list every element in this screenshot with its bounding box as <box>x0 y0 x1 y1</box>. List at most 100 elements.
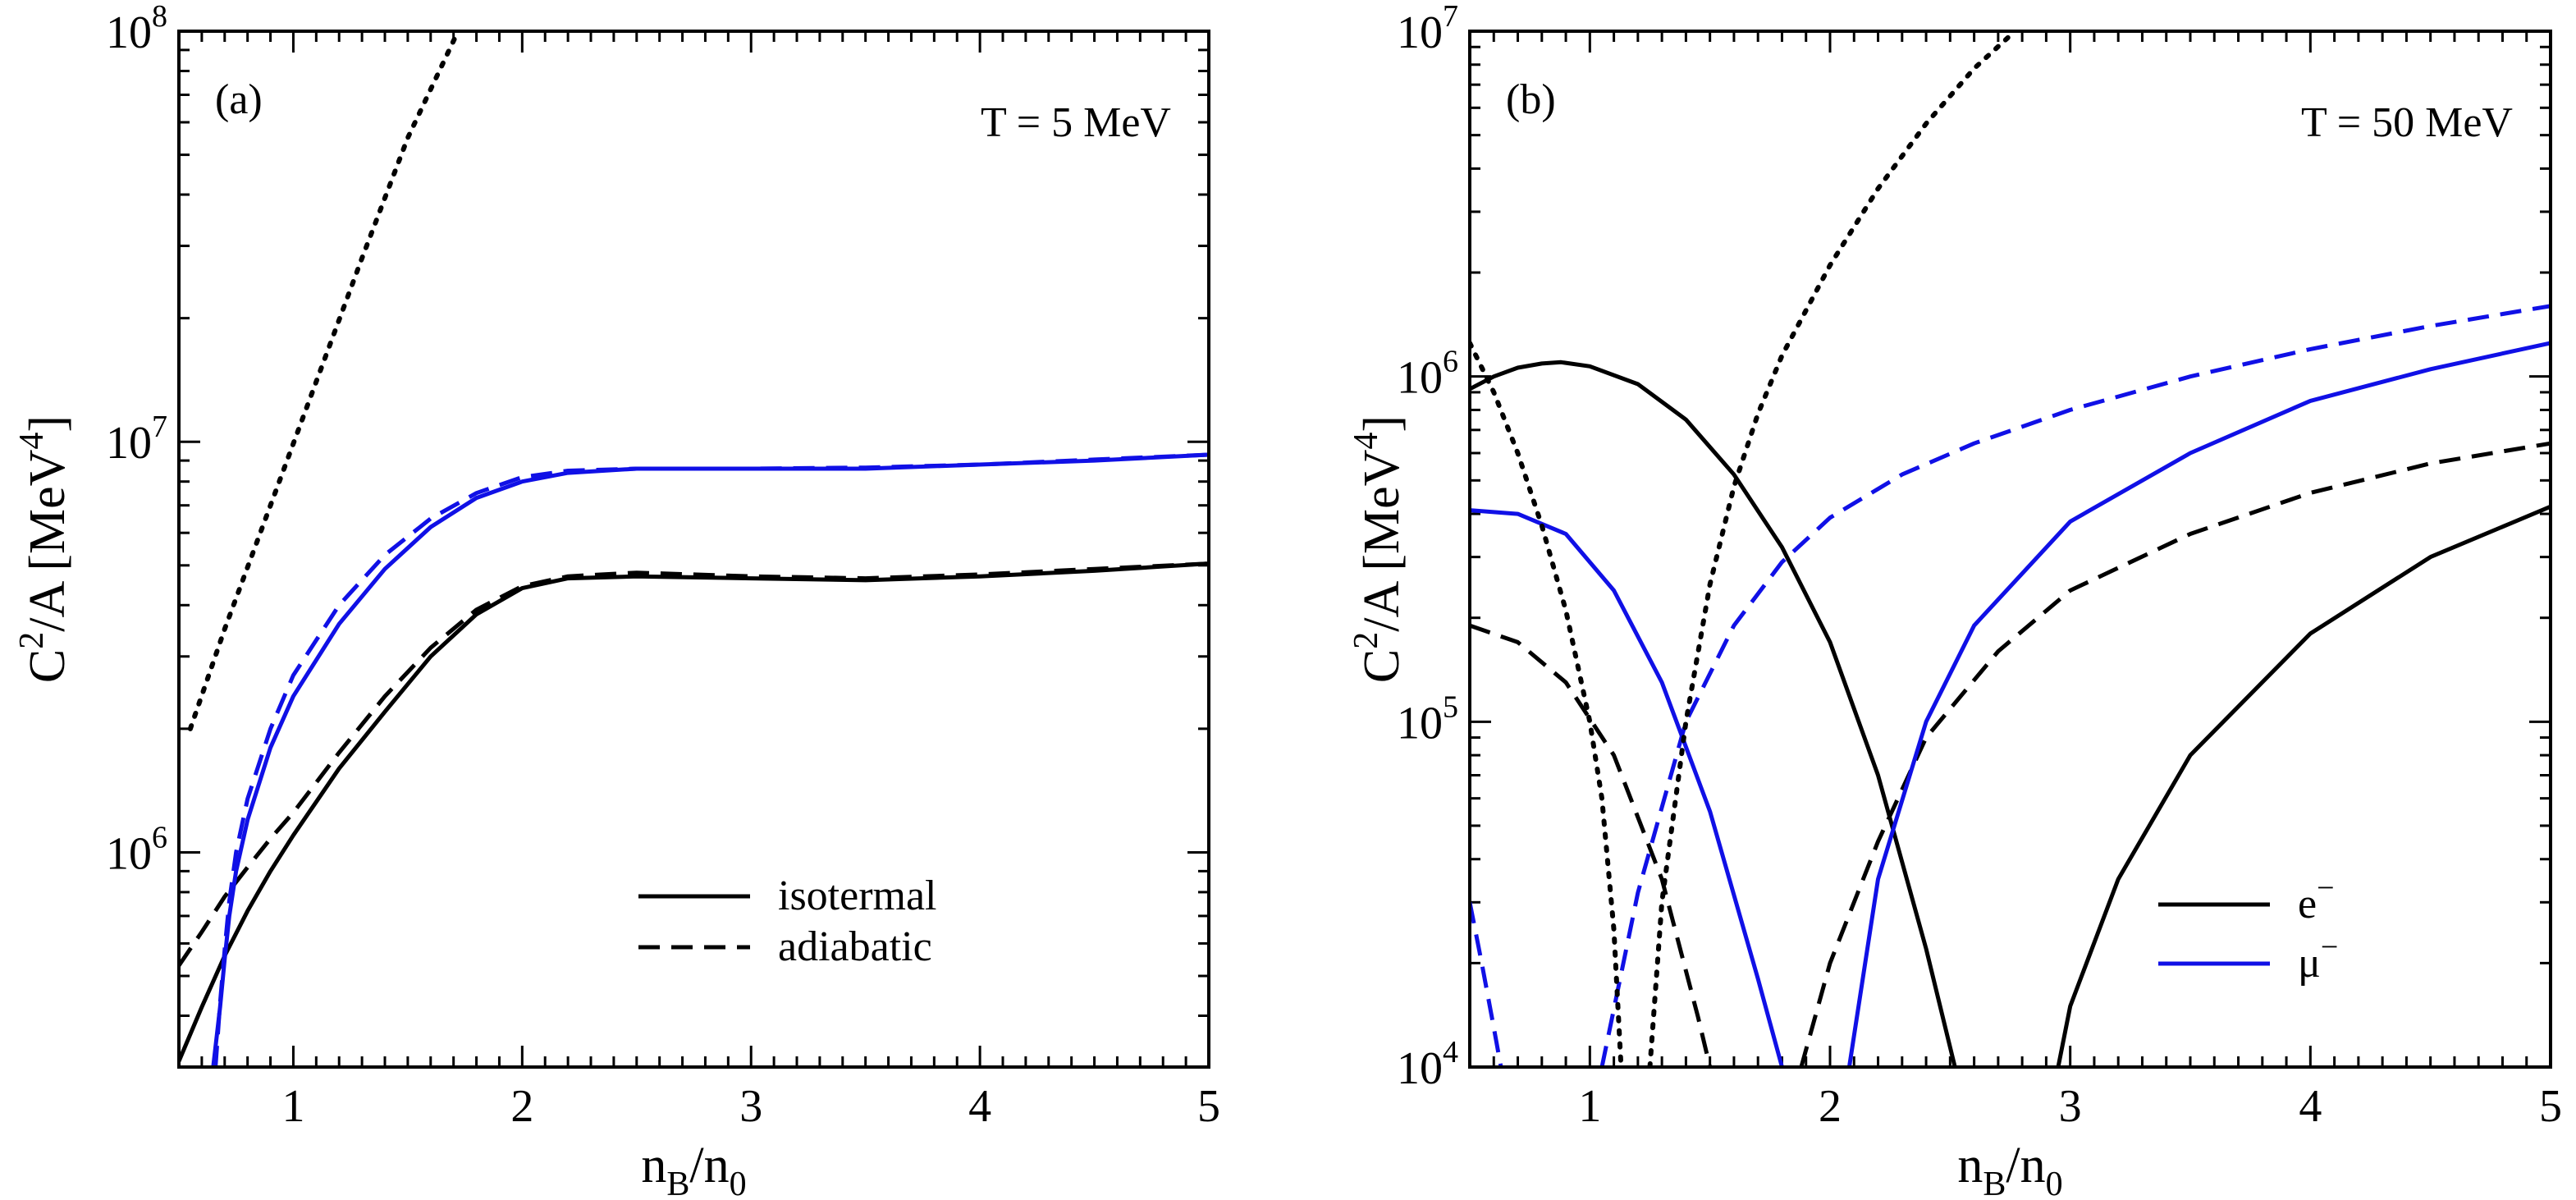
y-tick-base: 10 <box>106 828 152 879</box>
x-tick-label-text: 3 <box>2059 1081 2082 1132</box>
plot-frame <box>177 30 1210 1069</box>
y-tick-label: 106 <box>106 820 167 879</box>
panel-label: (a) <box>215 76 263 123</box>
y-tick-base: 10 <box>1397 1043 1443 1094</box>
x-tick-label: 1 <box>281 1081 304 1132</box>
x-tick-label-text: 2 <box>510 1081 533 1132</box>
x-title-sub-0: 0 <box>730 1166 747 1200</box>
y-tick-label: 105 <box>1397 689 1458 749</box>
series-line <box>1470 508 1784 1067</box>
ticks <box>177 30 1210 1069</box>
legend-label-text: isotermal <box>778 873 937 919</box>
series-line <box>211 452 1209 1067</box>
y-title-unit: /A [MeV <box>20 449 75 631</box>
series-line <box>1470 901 1503 1067</box>
y-tick-base: 10 <box>106 7 152 58</box>
y-title-sup-2: 2 <box>13 632 51 649</box>
series-line <box>179 561 1209 967</box>
series-line <box>1470 623 1713 1067</box>
y-tick-exponent: 7 <box>152 410 167 444</box>
legend-label-text: e <box>2298 881 2317 927</box>
x-title-sub-0: 0 <box>2046 1166 2063 1200</box>
y-tick-label: 107 <box>1397 0 1458 58</box>
x-title-slash-n: /n <box>689 1138 729 1193</box>
y-tick-exponent: 7 <box>1443 0 1458 34</box>
series-line <box>2056 504 2551 1067</box>
y-title-bracket: ] <box>20 415 75 433</box>
x-tick-label-text: 4 <box>2299 1081 2322 1132</box>
x-tick-label-text: 1 <box>281 1081 304 1132</box>
x-title-n: n <box>1957 1138 1983 1193</box>
x-tick-label-text: 1 <box>1578 1081 1601 1132</box>
y-title-bracket: ] <box>1354 415 1410 433</box>
y-tick-label: 106 <box>1397 345 1458 404</box>
x-tick-labels: 1 2 3 4 5 <box>281 1081 1220 1132</box>
y-axis-title: C2/A [MeV4] <box>1347 415 1410 683</box>
y-tick-base: 10 <box>106 418 152 469</box>
temperature-annotation-text: T = 50 MeV <box>2301 99 2513 146</box>
series-line <box>1470 360 1957 1067</box>
panel-label: (b) <box>1506 76 1556 123</box>
y-tick-base: 10 <box>1397 7 1443 58</box>
legend-label-text: μ <box>2298 940 2321 987</box>
x-tick-label: 2 <box>1819 1081 1842 1132</box>
x-tick-label-text: 4 <box>968 1081 991 1132</box>
x-tick-label: 1 <box>1578 1081 1601 1132</box>
x-tick-label-text: 2 <box>1819 1081 1842 1132</box>
panel-label-text: (a) <box>215 76 263 123</box>
y-tick-label: 108 <box>106 0 167 58</box>
panel-label-text: (b) <box>1506 76 1556 123</box>
x-tick-label-text: 5 <box>2539 1081 2562 1132</box>
series-line <box>187 31 461 731</box>
x-axis-title: nB/n0 <box>641 1138 746 1200</box>
legend-label: μ− <box>2298 930 2338 987</box>
y-tick-exponent: 8 <box>152 0 167 34</box>
legend-label-text: adiabatic <box>778 923 932 970</box>
x-title-sub-b: B <box>1983 1166 2006 1200</box>
temperature-annotation: T = 5 MeV <box>981 99 1171 146</box>
legend-label-sup: − <box>2317 871 2334 905</box>
y-tick-label: 104 <box>1397 1035 1458 1094</box>
series-line <box>213 452 1209 1067</box>
y-tick-exponent: 6 <box>152 820 167 854</box>
ticks <box>1468 30 2552 1069</box>
y-tick-exponent: 5 <box>1443 689 1458 724</box>
legend-label: e− <box>2298 871 2335 927</box>
plot-frame <box>1468 30 2552 1069</box>
x-tick-label: 5 <box>1197 1081 1220 1132</box>
series-line <box>1799 441 2551 1067</box>
series-line <box>1470 340 1624 1067</box>
y-tick-base: 10 <box>1397 353 1443 404</box>
x-tick-label: 4 <box>968 1081 991 1132</box>
x-axis-title: nB/n0 <box>1957 1138 2062 1200</box>
x-tick-labels: 1 2 3 4 5 <box>1578 1081 2562 1132</box>
x-tick-label: 2 <box>510 1081 533 1132</box>
x-tick-label-text: 3 <box>739 1081 762 1132</box>
x-tick-label-text: 5 <box>1197 1081 1220 1132</box>
y-tick-label: 107 <box>106 410 167 469</box>
y-tick-exponent: 4 <box>1443 1035 1458 1069</box>
y-title-sup-4: 4 <box>13 433 51 450</box>
y-title-sup-4: 4 <box>1347 433 1385 450</box>
y-title-sup-2: 2 <box>1347 632 1385 649</box>
x-tick-label: 5 <box>2539 1081 2562 1132</box>
temperature-annotation-text: T = 5 MeV <box>981 99 1171 146</box>
y-title-unit: /A [MeV <box>1354 449 1410 631</box>
series-line <box>1647 31 2018 1067</box>
series-line <box>1846 341 2551 1067</box>
x-title-slash-n: /n <box>2006 1138 2045 1193</box>
temperature-annotation: T = 50 MeV <box>2301 99 2513 146</box>
x-tick-label: 3 <box>739 1081 762 1132</box>
y-tick-exponent: 6 <box>1443 345 1458 379</box>
legend: e−μ− <box>2158 871 2338 987</box>
y-title-c: C <box>1354 649 1410 683</box>
series-line <box>1599 304 2551 1067</box>
x-tick-label: 3 <box>2059 1081 2082 1132</box>
x-tick-label: 4 <box>2299 1081 2322 1132</box>
series-line <box>179 561 1209 1062</box>
